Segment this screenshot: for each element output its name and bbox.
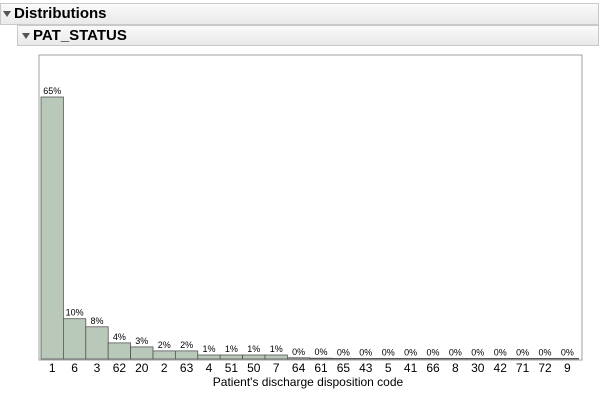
bar-3[interactable] — [85, 326, 109, 360]
x-tick-label-43: 43 — [359, 361, 373, 375]
x-tick-label-1: 1 — [49, 361, 56, 375]
bar-label-4: 1% — [202, 344, 215, 354]
bar-30[interactable] — [466, 357, 490, 360]
bar-63[interactable] — [174, 350, 199, 360]
bar-label-64: 0% — [292, 347, 305, 357]
distributions-header[interactable]: Distributions — [0, 3, 599, 25]
bar-43[interactable] — [354, 357, 378, 360]
x-tick-label-62: 62 — [113, 361, 127, 375]
bar-label-2: 2% — [158, 340, 171, 350]
x-tick-label-2: 2 — [161, 361, 168, 375]
variable-header[interactable]: PAT_STATUS — [17, 25, 599, 46]
x-tick-label-64: 64 — [292, 361, 306, 375]
bar-72[interactable] — [533, 357, 557, 360]
bar-9[interactable] — [555, 357, 580, 360]
bar-1[interactable] — [40, 96, 64, 360]
x-tick-label-7: 7 — [273, 361, 280, 375]
bar-label-65: 0% — [337, 347, 350, 357]
bar-label-20: 3% — [135, 336, 148, 346]
bar-label-63: 2% — [180, 340, 193, 350]
x-axis-title: Patient's discharge disposition code — [213, 375, 404, 389]
bar-label-8: 0% — [449, 347, 462, 357]
distributions-title: Distributions — [14, 5, 107, 22]
bar-label-42: 0% — [494, 347, 507, 357]
x-tick-label-42: 42 — [494, 361, 508, 375]
bar-label-41: 0% — [404, 347, 417, 357]
x-tick-label-9: 9 — [564, 361, 571, 375]
x-tick-label-3: 3 — [94, 361, 101, 375]
x-tick-label-6: 6 — [71, 361, 78, 375]
bar-61[interactable] — [309, 357, 333, 360]
x-tick-label-41: 41 — [404, 361, 418, 375]
bar-label-30: 0% — [471, 347, 484, 357]
x-tick-label-5: 5 — [385, 361, 392, 375]
disclosure-triangle-icon[interactable] — [22, 33, 30, 39]
x-tick-label-65: 65 — [337, 361, 351, 375]
bar-label-7: 1% — [270, 344, 283, 354]
x-tick-label-8: 8 — [452, 361, 459, 375]
bar-62[interactable] — [107, 342, 131, 360]
bar-7[interactable] — [264, 354, 288, 360]
bar-labels-group: 65% 10% 8% 4% 3% 2% 2% 1% 1% 1% 1% 0% 0% 0% 0% 0% 0% 0% 0%… — [43, 86, 574, 357]
bar-label-61: 0% — [314, 347, 327, 357]
bar-2[interactable] — [152, 350, 176, 360]
bar-label-6: 10% — [66, 308, 84, 318]
x-tick-label-61: 61 — [314, 361, 328, 375]
bar-8[interactable] — [443, 357, 468, 360]
x-tick-label-72: 72 — [538, 361, 552, 375]
bar-label-51: 1% — [225, 344, 238, 354]
bar-65[interactable] — [331, 357, 356, 360]
variable-title: PAT_STATUS — [33, 27, 127, 44]
bar-5[interactable] — [376, 357, 400, 360]
x-tick-label-4: 4 — [206, 361, 213, 375]
bar-41[interactable] — [398, 357, 423, 360]
x-tick-label-71: 71 — [516, 361, 530, 375]
bar-51[interactable] — [219, 354, 243, 360]
bar-label-62: 4% — [113, 332, 126, 342]
bar-label-3: 8% — [90, 316, 103, 326]
bar-4[interactable] — [197, 354, 221, 360]
x-tick-label-20: 20 — [135, 361, 149, 375]
bar-label-1: 65% — [43, 86, 61, 96]
bar-42[interactable] — [488, 357, 512, 360]
bar-label-9: 0% — [561, 347, 574, 357]
bar-50[interactable] — [242, 354, 266, 360]
bars-group — [40, 96, 580, 360]
bar-71[interactable] — [510, 357, 535, 360]
x-tick-label-51: 51 — [225, 361, 239, 375]
bar-label-43: 0% — [359, 347, 372, 357]
bar-20[interactable] — [130, 346, 154, 360]
bar-66[interactable] — [421, 357, 445, 360]
bar-64[interactable] — [286, 357, 311, 360]
disclosure-triangle-icon[interactable] — [3, 11, 11, 17]
plot-frame — [38, 54, 583, 361]
bar-label-5: 0% — [382, 347, 395, 357]
bar-label-72: 0% — [538, 347, 551, 357]
bar-6[interactable] — [63, 318, 87, 360]
x-tick-label-50: 50 — [247, 361, 261, 375]
bar-label-71: 0% — [516, 347, 529, 357]
x-tick-label-63: 63 — [180, 361, 194, 375]
x-tick-labels-group: 1 6 3 62 20 2 63 4 51 50 7 64 61 65 43 5 41 66 8 30 42 71 72 9 — [49, 361, 571, 375]
bar-label-66: 0% — [426, 347, 439, 357]
x-tick-label-66: 66 — [426, 361, 440, 375]
bar-label-50: 1% — [247, 344, 260, 354]
x-tick-label-30: 30 — [471, 361, 485, 375]
